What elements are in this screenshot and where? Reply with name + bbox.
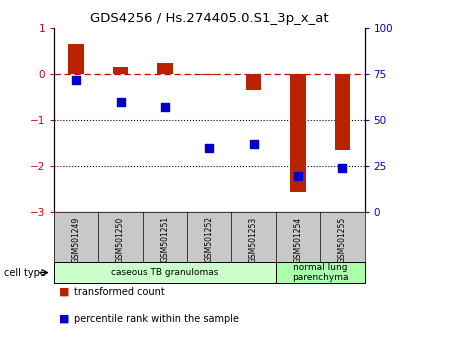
Text: caseous TB granulomas: caseous TB granulomas <box>111 268 219 277</box>
Text: GSM501249: GSM501249 <box>72 216 81 263</box>
Text: ■: ■ <box>58 287 69 297</box>
Bar <box>54 262 276 283</box>
Point <box>250 142 257 147</box>
Bar <box>202 74 217 75</box>
Text: GSM501250: GSM501250 <box>116 216 125 263</box>
Point <box>161 105 168 110</box>
Bar <box>276 262 365 283</box>
Bar <box>68 45 84 74</box>
Text: GSM501252: GSM501252 <box>205 216 214 262</box>
Text: percentile rank within the sample: percentile rank within the sample <box>74 314 239 324</box>
Bar <box>113 67 128 74</box>
Point <box>339 165 346 171</box>
Text: ■: ■ <box>58 314 69 324</box>
Bar <box>334 74 350 150</box>
Text: GSM501254: GSM501254 <box>293 216 302 263</box>
Text: cell type: cell type <box>4 268 46 278</box>
Bar <box>290 74 306 192</box>
Text: GDS4256 / Hs.274405.0.S1_3p_x_at: GDS4256 / Hs.274405.0.S1_3p_x_at <box>90 12 328 25</box>
Text: transformed count: transformed count <box>74 287 165 297</box>
Text: GSM501253: GSM501253 <box>249 216 258 263</box>
Point <box>294 173 302 178</box>
Text: GSM501251: GSM501251 <box>160 216 169 262</box>
Bar <box>246 74 261 91</box>
Text: normal lung
parenchyma: normal lung parenchyma <box>292 263 348 282</box>
Point <box>72 77 80 83</box>
Bar <box>157 63 173 74</box>
Text: GSM501255: GSM501255 <box>338 216 347 263</box>
Point <box>117 99 124 105</box>
Point <box>206 145 213 151</box>
